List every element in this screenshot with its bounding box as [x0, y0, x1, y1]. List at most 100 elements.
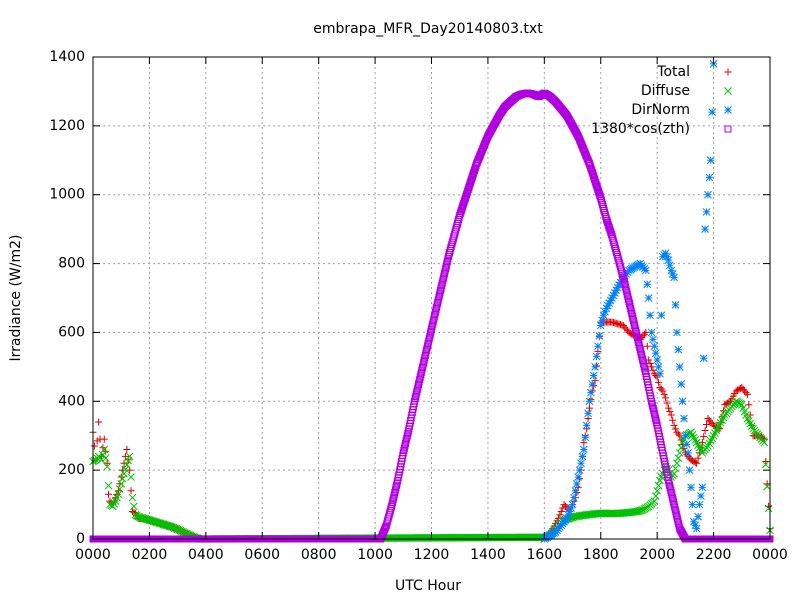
data-point: [673, 515, 681, 523]
data-point: [434, 298, 442, 306]
data-point: [664, 256, 673, 264]
data-point: [681, 431, 690, 440]
data-point: [402, 439, 410, 447]
data-point: [575, 466, 584, 474]
data-point: [635, 338, 643, 346]
data-point: [631, 324, 639, 332]
data-point: [117, 480, 126, 488]
data-point: [642, 266, 650, 275]
data-point: [166, 522, 175, 531]
data-point: [693, 459, 701, 467]
data-point: [393, 481, 401, 489]
data-point: [653, 356, 662, 364]
data-point: [161, 520, 169, 529]
data-point: [672, 425, 680, 433]
data-point: [623, 288, 631, 296]
data-point: [668, 491, 676, 499]
x-tick-label: 0000: [752, 547, 788, 563]
data-point: [703, 421, 711, 429]
series-star: [540, 60, 718, 543]
data-point: [598, 316, 607, 325]
data-point: [622, 283, 630, 291]
data-point: [564, 511, 573, 519]
data-point: [101, 454, 110, 462]
data-point: [424, 342, 432, 350]
data-point: [638, 355, 646, 363]
data-point: [124, 456, 133, 465]
y-tick-label: 800: [58, 256, 85, 272]
data-point: [643, 280, 652, 289]
data-point: [567, 504, 575, 512]
data-point: [620, 276, 628, 284]
data-point: [154, 518, 162, 527]
data-point: [674, 345, 683, 354]
data-point: [387, 505, 395, 513]
data-point: [431, 311, 439, 319]
legend-marker: [724, 106, 732, 114]
x-tick-label: 0800: [301, 547, 337, 563]
data-point: [646, 311, 654, 320]
data-point: [615, 281, 623, 289]
data-point: [391, 486, 399, 494]
data-point: [647, 328, 656, 337]
data-point: [438, 279, 446, 287]
data-point: [694, 454, 702, 462]
data-point: [439, 277, 447, 285]
data-point: [657, 385, 665, 393]
y-tick-label: 600: [58, 324, 85, 340]
x-tick-label: 2000: [639, 547, 675, 563]
data-point: [418, 366, 426, 374]
data-point: [698, 483, 707, 492]
y-tick-label: 1400: [49, 49, 85, 65]
data-point: [588, 380, 597, 388]
data-point: [603, 301, 612, 310]
data-point: [673, 513, 681, 521]
data-point: [641, 365, 649, 373]
data-point: [402, 437, 410, 445]
data-point: [621, 281, 629, 289]
data-point: [667, 486, 675, 494]
data-point: [678, 397, 687, 406]
data-point: [605, 299, 614, 308]
y-tick-label: 200: [58, 462, 85, 478]
data-point: [156, 519, 165, 528]
data-point: [680, 414, 688, 423]
data-point: [633, 507, 642, 516]
data-point: [627, 305, 635, 313]
data-point: [643, 342, 651, 350]
data-point: [399, 449, 407, 457]
data-point: [629, 314, 637, 322]
y-tick-label: 1200: [49, 118, 85, 134]
data-point: [671, 505, 679, 513]
data-point: [618, 269, 626, 277]
data-point: [677, 380, 685, 388]
data-point: [639, 358, 647, 366]
data-point: [127, 487, 135, 495]
data-point: [441, 267, 449, 275]
data-point: [660, 390, 668, 398]
data-point: [742, 389, 750, 397]
data-point: [664, 404, 672, 412]
data-point: [624, 293, 632, 301]
data-point: [401, 442, 409, 450]
data-point: [654, 481, 663, 490]
data-point: [609, 291, 618, 300]
data-point: [151, 517, 159, 526]
data-point: [697, 492, 705, 500]
data-point: [626, 302, 634, 310]
data-point: [403, 432, 411, 440]
data-point: [429, 318, 437, 326]
data-point: [641, 367, 649, 375]
data-point: [632, 329, 640, 337]
data-point: [440, 272, 448, 280]
data-point: [404, 427, 412, 435]
data-point: [674, 454, 683, 462]
data-point: [657, 311, 666, 320]
data-point: [115, 485, 124, 493]
data-point: [626, 300, 634, 308]
data-point: [90, 442, 98, 450]
data-point: [653, 419, 661, 427]
data-point: [390, 491, 398, 499]
chart-title: embrapa_MFR_Day20140803.txt: [313, 21, 543, 37]
data-point: [400, 447, 408, 455]
